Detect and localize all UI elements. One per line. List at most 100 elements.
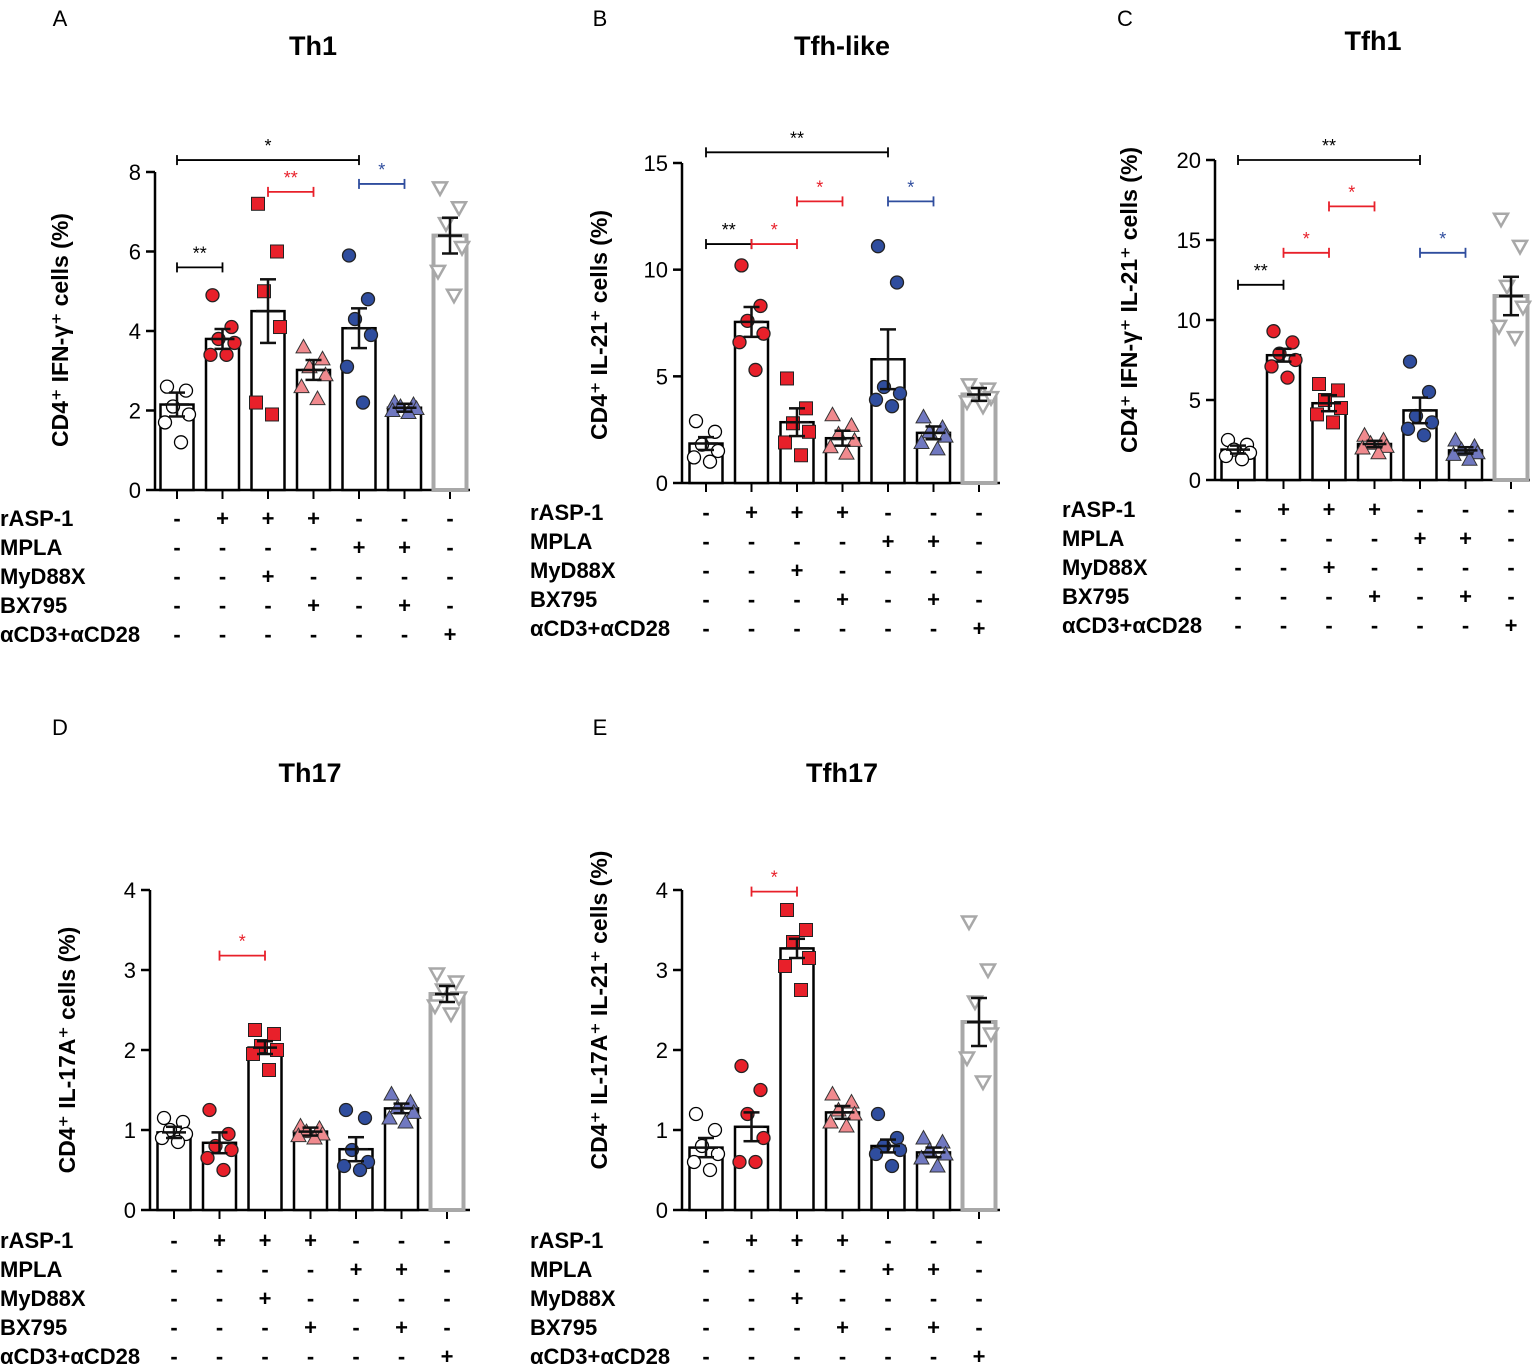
data-point xyxy=(405,1103,422,1119)
y-tick-label: 0 xyxy=(129,478,141,503)
condition-label: BX795 xyxy=(0,1315,67,1340)
condition-sign: - xyxy=(1416,497,1423,522)
data-point xyxy=(929,1157,946,1173)
data-point xyxy=(913,1149,930,1165)
data-point xyxy=(843,1093,860,1109)
condition-sign: - xyxy=(1234,584,1241,609)
condition-sign: + xyxy=(307,593,320,618)
panel-D: D Th17 0 1 2 3 4 CD4⁺ IL-17A⁺ cells (%) * rASP-1 -… xyxy=(0,715,470,1369)
condition-sign: - xyxy=(170,1315,177,1340)
condition-label: αCD3+αCD28 xyxy=(1062,613,1202,638)
data-point xyxy=(688,1106,704,1122)
condition-sign: + xyxy=(973,616,986,641)
condition-sign: + xyxy=(836,500,849,525)
significance-label: * xyxy=(1439,229,1446,249)
condition-sign: - xyxy=(216,1257,223,1282)
condition-sign: - xyxy=(975,587,982,612)
condition-label: BX795 xyxy=(530,587,597,612)
panel-letter: B xyxy=(593,6,608,31)
data-point xyxy=(884,1158,900,1174)
condition-sign: + xyxy=(836,587,849,612)
y-tick-label: 5 xyxy=(656,364,668,389)
condition-sign: - xyxy=(748,1286,755,1311)
condition-sign: + xyxy=(259,1286,272,1311)
y-tick-label: 10 xyxy=(644,258,668,283)
condition-sign: + xyxy=(927,1257,940,1282)
data-point xyxy=(702,454,718,469)
data-point xyxy=(892,386,908,401)
y-tick-label: 8 xyxy=(129,160,141,185)
condition-label: MyD88X xyxy=(530,558,616,583)
condition-sign: - xyxy=(702,1286,709,1311)
condition-sign: - xyxy=(261,1257,268,1282)
condition-sign: - xyxy=(398,1228,405,1253)
condition-sign: - xyxy=(219,622,226,647)
data-point xyxy=(360,292,376,307)
data-point xyxy=(838,444,855,460)
chart-title: Th1 xyxy=(289,31,337,61)
data-point xyxy=(934,1133,951,1149)
chart-title: Tfh1 xyxy=(1345,26,1402,56)
condition-sign: - xyxy=(398,1286,405,1311)
data-point xyxy=(889,1130,905,1146)
condition-label: rASP-1 xyxy=(0,1228,73,1253)
data-point xyxy=(1285,335,1300,350)
condition-sign: - xyxy=(793,616,800,641)
condition-sign: + xyxy=(307,506,320,531)
data-point xyxy=(756,326,771,341)
condition-sign: - xyxy=(702,1315,709,1340)
data-point xyxy=(822,1113,839,1129)
condition-sign: - xyxy=(884,558,891,583)
y-axis-label: CD4⁺ IFN-γ⁺ IL-21⁺ cells (%) xyxy=(1116,147,1142,453)
condition-sign: - xyxy=(261,1315,268,1340)
condition-sign: + xyxy=(1459,584,1472,609)
data-point xyxy=(1416,428,1432,443)
condition-label: MPLA xyxy=(0,1257,62,1282)
condition-sign: - xyxy=(702,1228,709,1253)
condition-sign: + xyxy=(927,587,940,612)
data-point xyxy=(449,991,469,1008)
data-point xyxy=(1264,359,1279,374)
data-point xyxy=(173,435,189,450)
condition-label: rASP-1 xyxy=(0,506,73,531)
condition-sign: - xyxy=(173,535,180,560)
data-point xyxy=(802,424,816,439)
condition-sign: + xyxy=(262,506,275,531)
data-point xyxy=(686,1154,702,1170)
significance-label: * xyxy=(1348,182,1355,202)
condition-sign: + xyxy=(791,500,804,525)
bar-2 xyxy=(204,337,241,492)
condition-label: MyD88X xyxy=(0,1286,86,1311)
condition-sign: + xyxy=(1368,584,1381,609)
data-point xyxy=(1510,239,1530,256)
condition-sign: - xyxy=(1325,613,1332,638)
y-tick-label: 4 xyxy=(656,878,668,903)
condition-sign: - xyxy=(884,616,891,641)
condition-label: αCD3+αCD28 xyxy=(530,1344,670,1369)
condition-sign: + xyxy=(259,1228,272,1253)
significance-label: * xyxy=(264,136,271,156)
significance-label: ** xyxy=(790,128,804,148)
data-point xyxy=(1370,444,1387,460)
data-point xyxy=(870,239,886,254)
condition-sign: - xyxy=(401,564,408,589)
data-point xyxy=(753,1082,768,1098)
condition-sign: - xyxy=(310,622,317,647)
y-tick-label: 2 xyxy=(656,1038,668,1063)
condition-label: αCD3+αCD28 xyxy=(0,622,140,647)
data-point xyxy=(181,407,197,422)
data-point xyxy=(200,1150,215,1166)
condition-sign: + xyxy=(791,1228,804,1253)
data-point xyxy=(870,1106,886,1122)
condition-sign: - xyxy=(1234,497,1241,522)
condition-sign: - xyxy=(173,593,180,618)
condition-sign: - xyxy=(793,587,800,612)
significance-label: * xyxy=(816,177,823,197)
y-axis-label: CD4⁺ IFN-γ⁺ cells (%) xyxy=(47,213,73,447)
data-point xyxy=(915,408,932,424)
condition-label: αCD3+αCD28 xyxy=(0,1344,140,1369)
condition-sign: - xyxy=(793,1315,800,1340)
condition-sign: - xyxy=(443,1286,450,1311)
condition-sign: - xyxy=(748,1257,755,1282)
